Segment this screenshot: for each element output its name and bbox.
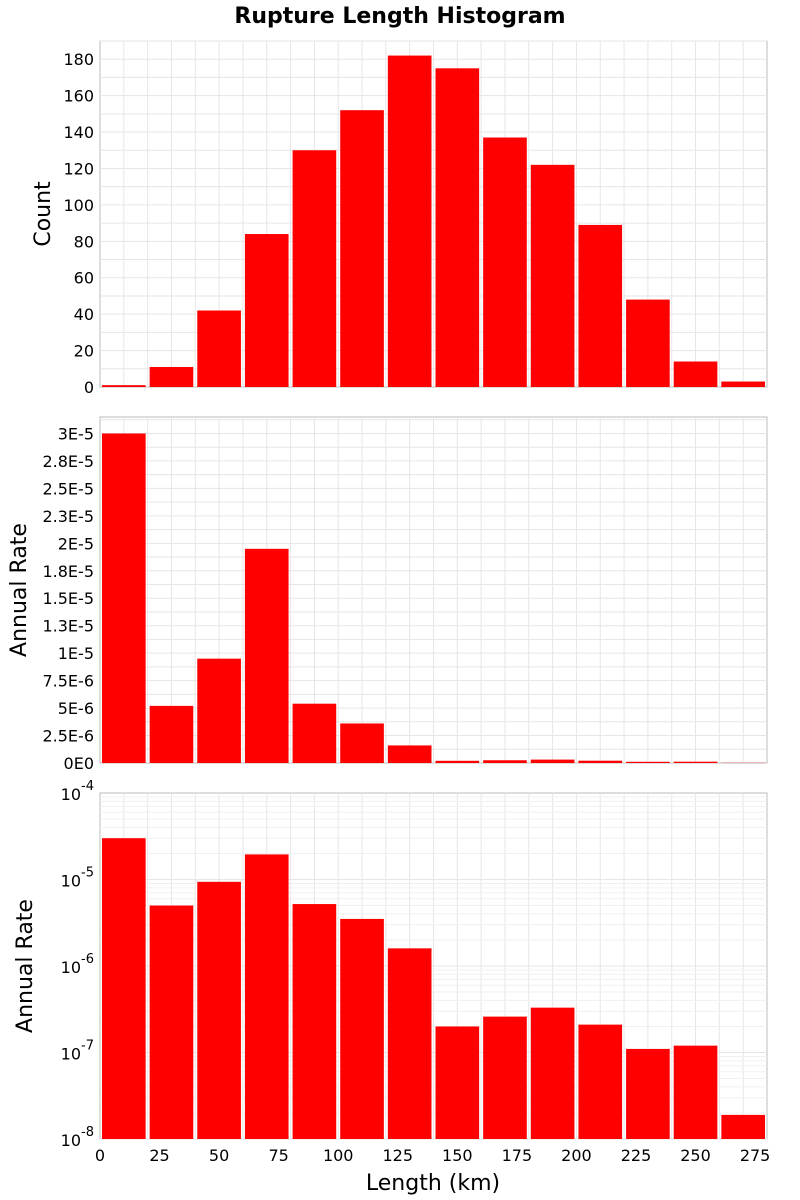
x-tick-label: 25 <box>149 1146 169 1165</box>
bar <box>387 745 432 763</box>
panel-rate-log-y-axis-title: Annual Rate <box>13 899 38 1033</box>
bar <box>721 381 765 387</box>
y-tick-label: 80 <box>74 232 94 251</box>
x-tick-label: 175 <box>502 1146 533 1165</box>
bar <box>435 1026 480 1139</box>
bar <box>387 948 432 1139</box>
y-tick-label: 10-5 <box>61 866 94 891</box>
panel-rate-linear-y-axis-title: Annual Rate <box>7 523 32 657</box>
y-tick-label: 2E-5 <box>58 534 94 553</box>
x-tick-label: 50 <box>209 1146 229 1165</box>
bar <box>244 234 289 387</box>
bar <box>244 854 289 1139</box>
y-tick-label: 2.5E-6 <box>42 727 94 746</box>
bar <box>673 1045 718 1139</box>
bar <box>102 838 146 1139</box>
x-tick-label: 125 <box>382 1146 413 1165</box>
bar <box>626 761 670 763</box>
panel-rate-log-y-ticks: 10-8 10-7 10-6 10-5 10-4 <box>61 779 94 1150</box>
bar <box>483 1016 527 1139</box>
y-tick-label: 2.8E-5 <box>42 452 94 471</box>
bar <box>149 366 194 387</box>
y-tick-label: 20 <box>74 342 94 361</box>
y-tick-label: 2.5E-5 <box>42 479 94 498</box>
bar <box>102 433 146 763</box>
panel-rate-log-x-ticks: 0 25 50 75 100 125 150 175 200 225 250 275 <box>95 1146 770 1165</box>
y-tick-label: 1.8E-5 <box>42 562 94 581</box>
x-tick-label: 75 <box>268 1146 288 1165</box>
y-tick-label: 1E-5 <box>58 644 94 663</box>
y-tick-label: 180 <box>63 50 94 69</box>
bar <box>435 68 480 387</box>
y-tick-label: 0E0 <box>64 754 94 773</box>
y-tick-label: 5E-6 <box>58 699 94 718</box>
y-tick-label: 10-8 <box>61 1125 94 1150</box>
bar <box>578 224 623 387</box>
x-tick-label: 150 <box>442 1146 473 1165</box>
panel-count: 0 20 40 60 80 100 120 140 160 180 Count <box>31 40 768 397</box>
bar <box>102 385 146 387</box>
x-tick-label: 0 <box>95 1146 105 1165</box>
x-axis-title: Length (km) <box>366 1171 500 1196</box>
bar <box>197 658 241 763</box>
x-tick-label: 200 <box>561 1146 592 1165</box>
chart-title: Rupture Length Histogram <box>234 4 565 29</box>
y-tick-label: 10-6 <box>61 952 94 977</box>
bar <box>244 548 289 763</box>
bar <box>292 904 337 1139</box>
panel-rate-linear: 0E0 2.5E-6 5E-6 7.5E-6 1E-5 1.3E-5 1.5E-5 1.8E-… <box>7 416 768 773</box>
bar <box>340 723 384 763</box>
panel-count-y-ticks: 0 20 40 60 80 100 120 140 160 180 <box>63 50 94 397</box>
panel-rate-log-bars <box>102 838 765 1139</box>
panel-rate-log: 10-8 10-7 10-6 10-5 10-4 0 25 50 75 100 125 150 175… <box>13 779 770 1196</box>
bar <box>483 137 527 387</box>
y-tick-label: 10-4 <box>61 779 94 804</box>
bar <box>483 760 527 763</box>
bar <box>578 1024 623 1139</box>
bar <box>197 881 241 1139</box>
x-tick-label: 100 <box>323 1146 354 1165</box>
x-tick-label: 250 <box>680 1146 711 1165</box>
x-tick-label: 225 <box>621 1146 652 1165</box>
y-tick-label: 1.5E-5 <box>42 589 94 608</box>
bar <box>340 918 384 1139</box>
y-tick-label: 100 <box>63 196 94 215</box>
bar <box>197 310 241 387</box>
bar <box>530 164 575 387</box>
bar <box>149 705 194 763</box>
bar <box>149 905 194 1139</box>
bar <box>387 55 432 387</box>
y-tick-label: 0 <box>84 378 94 397</box>
panel-rate-linear-y-ticks: 0E0 2.5E-6 5E-6 7.5E-6 1E-5 1.3E-5 1.5E-5 1.8E-… <box>42 424 94 773</box>
y-tick-label: 3E-5 <box>58 424 94 443</box>
y-tick-label: 60 <box>74 269 94 288</box>
panel-count-bars <box>102 55 765 387</box>
bar <box>292 703 337 763</box>
bar <box>530 759 575 763</box>
y-tick-label: 160 <box>63 87 94 106</box>
y-tick-label: 140 <box>63 123 94 142</box>
bar <box>435 760 480 763</box>
panel-rate-linear-bars <box>102 433 765 763</box>
panel-count-y-axis-title: Count <box>31 181 56 247</box>
y-tick-label: 2.3E-5 <box>42 507 94 526</box>
bar <box>340 110 384 387</box>
y-tick-label: 40 <box>74 305 94 324</box>
y-tick-label: 7.5E-6 <box>42 672 94 691</box>
bar <box>626 1048 670 1139</box>
bar <box>673 361 718 387</box>
bar <box>292 150 337 387</box>
bar <box>673 761 718 763</box>
y-tick-label: 1.3E-5 <box>42 617 94 636</box>
x-tick-label: 275 <box>740 1146 771 1165</box>
bar <box>626 299 670 387</box>
bar <box>578 760 623 763</box>
y-tick-label: 120 <box>63 159 94 178</box>
bar <box>530 1007 575 1139</box>
y-tick-label: 10-7 <box>61 1039 94 1064</box>
bar <box>721 1114 765 1139</box>
